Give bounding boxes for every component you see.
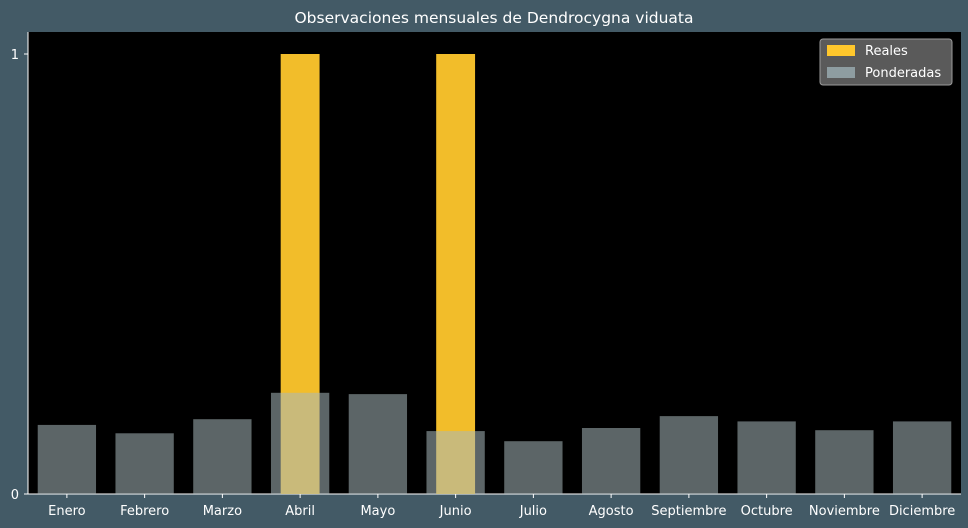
y-tick-label: 1 (11, 48, 19, 63)
x-tick-label: Septiembre (651, 504, 726, 519)
legend-swatch-reales (827, 45, 855, 56)
plot-area (28, 32, 961, 494)
x-tick-label: Enero (48, 504, 86, 519)
x-tick-labels: Enero Febrero Marzo Abril Mayo Junio Julio Agos… (48, 494, 955, 519)
x-tick-label: Diciembre (889, 504, 955, 519)
x-tick-label: Abril (285, 504, 315, 519)
y-tick-label: 0 (11, 488, 19, 503)
bar-reales-junio (436, 54, 476, 494)
legend-swatch-ponderadas (827, 67, 855, 78)
bar-ponderadas-octubre (737, 421, 796, 494)
x-tick-label: Agosto (589, 504, 634, 519)
bar-ponderadas-marzo (193, 419, 252, 494)
x-tick-label: Marzo (203, 504, 242, 519)
x-tick-label: Junio (439, 504, 472, 519)
bar-ponderadas-julio (504, 441, 563, 494)
x-tick-label: Octubre (741, 504, 793, 519)
legend-label-ponderadas: Ponderadas (865, 66, 941, 81)
x-tick-label: Noviembre (809, 504, 880, 519)
bar-ponderadas-noviembre (815, 430, 874, 494)
bar-ponderadas-junio (426, 431, 485, 494)
bar-ponderadas-septiembre (659, 416, 719, 494)
bar-ponderadas-mayo (348, 394, 408, 494)
chart-title: Observaciones mensuales de Dendrocygna v… (294, 9, 693, 27)
bar-ponderadas-diciembre (892, 421, 952, 494)
bar-ponderadas-agosto (581, 428, 641, 494)
legend-label-reales: Reales (865, 44, 908, 59)
bars (37, 54, 952, 494)
legend: Reales Ponderadas (819, 38, 953, 86)
x-tick-label: Febrero (120, 504, 169, 519)
bar-ponderadas-enero (37, 424, 97, 494)
bar-ponderadas-abril (270, 392, 330, 494)
x-tick-label: Mayo (360, 504, 395, 519)
bar-ponderadas-febrero (115, 433, 174, 494)
x-tick-label: Julio (519, 504, 547, 519)
axes: 01 (11, 32, 961, 503)
